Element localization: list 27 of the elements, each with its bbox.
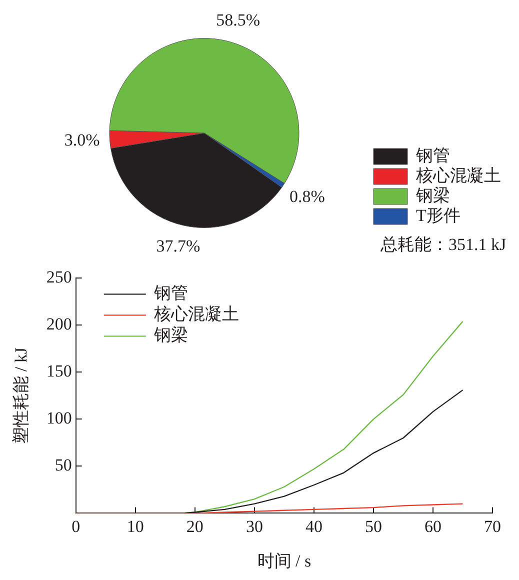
- y-tick-label: 150: [46, 362, 72, 381]
- y-tick-label: 100: [46, 408, 72, 428]
- legend-label: 钢梁: [152, 326, 188, 345]
- x-tick-label: 60: [424, 516, 442, 536]
- data-label: 0.8%: [290, 187, 325, 206]
- y-tick-label: 50: [54, 456, 72, 475]
- legend-label: 钢管: [152, 284, 188, 303]
- y-tick-label: 200: [46, 314, 72, 334]
- x-tick-label: 30: [246, 516, 263, 536]
- legend-label: 钢管: [415, 146, 450, 165]
- legend-label: 核心混凝土: [415, 166, 501, 185]
- y-axis-title: 塑性耗能 / kJ: [12, 347, 31, 444]
- data-label: 3.0%: [64, 130, 100, 150]
- data-label: 58.5%: [216, 10, 260, 30]
- data-label: 37.7%: [156, 236, 200, 256]
- x-tick-label: 10: [126, 516, 144, 536]
- y-tick-label: 250: [46, 268, 72, 287]
- x-tick-label: 0: [72, 516, 80, 536]
- legend-label: T形件: [416, 206, 460, 225]
- x-tick-label: 50: [364, 516, 382, 536]
- text: 总耗能：351.1 kJ: [380, 234, 506, 254]
- x-tick-label: 20: [186, 516, 204, 536]
- x-tick-label: 40: [305, 516, 322, 536]
- legend-label: 钢梁: [415, 186, 450, 205]
- legend-label: 核心混凝土: [152, 304, 239, 324]
- x-axis-title: 时间 / s: [257, 551, 312, 570]
- x-tick-label: 70: [484, 516, 501, 536]
